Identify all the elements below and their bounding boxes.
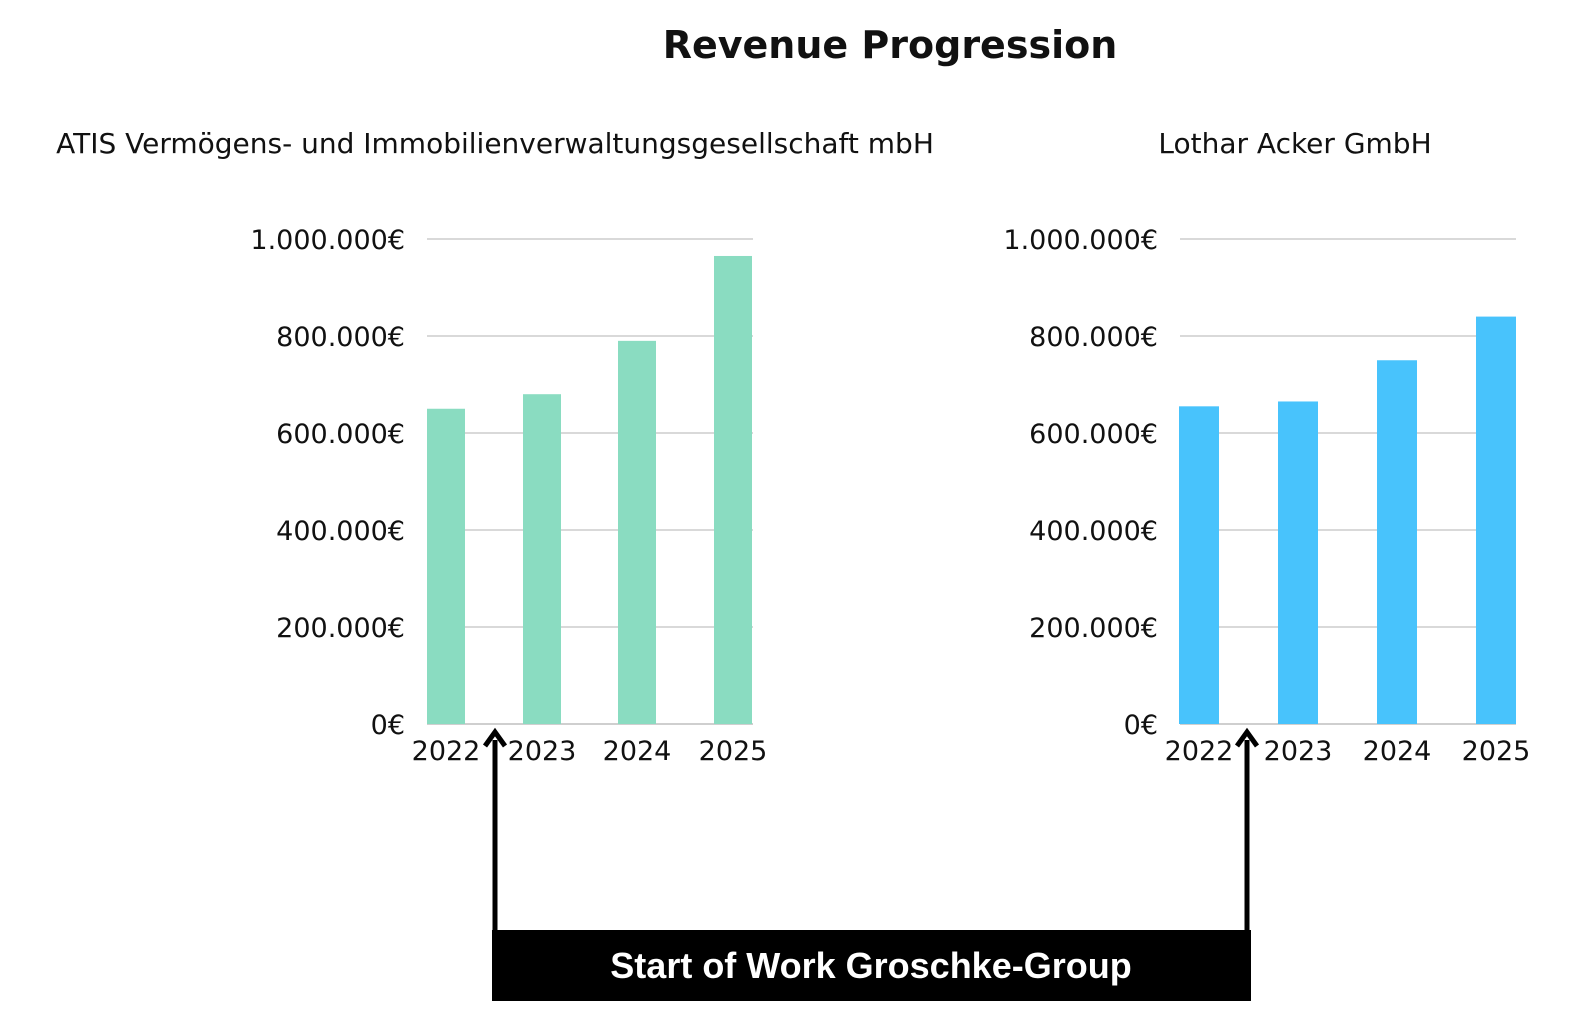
right-ytick-label: 800.000€ xyxy=(1029,322,1158,353)
left-ytick-label: 800.000€ xyxy=(276,322,405,353)
left-arrow-head xyxy=(482,727,508,748)
left-xtick-label: 2023 xyxy=(508,736,577,767)
right-bar-2024 xyxy=(1377,360,1417,724)
right-chart-title: Lothar Acker GmbH xyxy=(1158,127,1431,160)
annotation-arrows xyxy=(482,727,1260,932)
left-ytick-label: 200.000€ xyxy=(276,613,405,644)
right-ytick-label: 400.000€ xyxy=(1029,516,1158,547)
right-ytick-label: 200.000€ xyxy=(1029,613,1158,644)
left-chart-title: ATIS Vermögens- und Immobilienverwaltung… xyxy=(56,127,934,160)
right-bar-2022 xyxy=(1179,406,1219,724)
left-ytick-label: 0€ xyxy=(371,710,405,741)
right-ytick-label: 1.000.000€ xyxy=(1003,225,1158,256)
right-xtick-label: 2024 xyxy=(1363,736,1432,767)
left-xtick-label: 2022 xyxy=(412,736,481,767)
main-title: Revenue Progression xyxy=(663,23,1118,67)
right-ytick-label: 600.000€ xyxy=(1029,419,1158,450)
annotation-box xyxy=(492,930,1251,1001)
left-ytick-label: 600.000€ xyxy=(276,419,405,450)
right-arrow-head xyxy=(1234,727,1260,748)
left-bar-2024 xyxy=(618,340,656,724)
left-ytick-label: 400.000€ xyxy=(276,516,405,547)
left-ytick-label: 1.000.000€ xyxy=(250,225,405,256)
right-xtick-label: 2023 xyxy=(1264,736,1333,767)
left-bar-2025 xyxy=(714,255,752,724)
left-bar-2022 xyxy=(427,408,465,724)
left-xtick-label: 2024 xyxy=(603,736,672,767)
left-bar-2023 xyxy=(523,394,561,724)
right-bar-2023 xyxy=(1278,401,1318,724)
right-bar-2025 xyxy=(1476,316,1516,724)
right-xtick-label: 2025 xyxy=(1462,736,1531,767)
right-ytick-label: 0€ xyxy=(1124,710,1158,741)
annotation-label: Start of Work Groschke-Group xyxy=(610,945,1131,986)
left-xtick-label: 2025 xyxy=(699,736,768,767)
right-xtick-label: 2022 xyxy=(1165,736,1234,767)
